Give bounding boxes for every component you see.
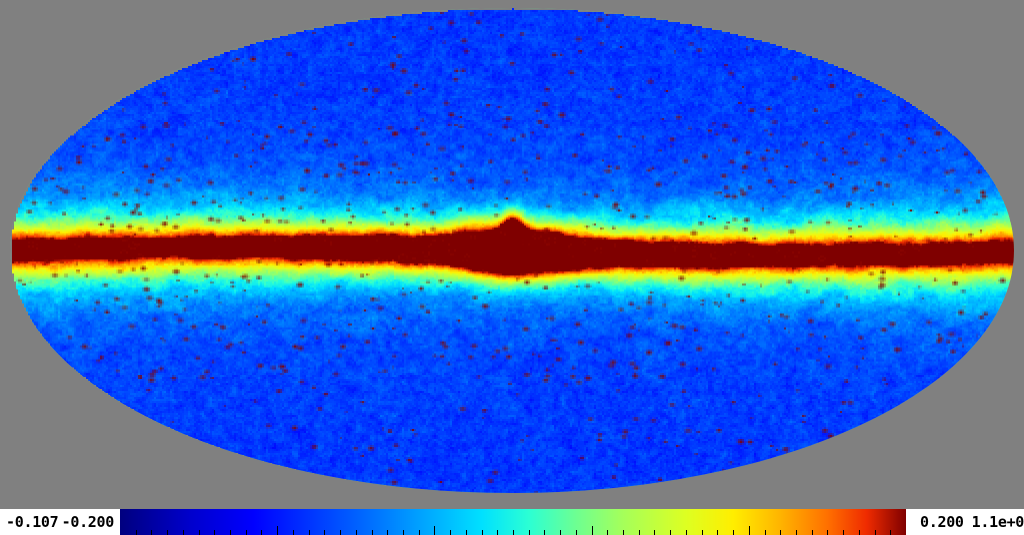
colorbar-gradient [120, 509, 906, 535]
colorbar-data-min-label: -0.107 [6, 513, 59, 531]
colorbar-data-max-label: 1.1e+02 [971, 513, 1024, 531]
colorbar-right-labels: 0.200 1.1e+02 [906, 509, 1024, 535]
map-area [10, 8, 1014, 493]
colorbar[interactable] [120, 509, 906, 535]
colorbar-range-min-label: -0.200 [61, 513, 115, 531]
colorbar-range-max-label: 0.200 [920, 513, 964, 531]
mollweide-sky-ellipse [10, 8, 1014, 493]
colorbar-left-labels: -0.107 -0.200 [0, 509, 120, 535]
sky-intensity-canvas [10, 8, 1014, 493]
colorbar-strip: -0.107 -0.200 0.200 1.1e+02 [0, 509, 1024, 535]
